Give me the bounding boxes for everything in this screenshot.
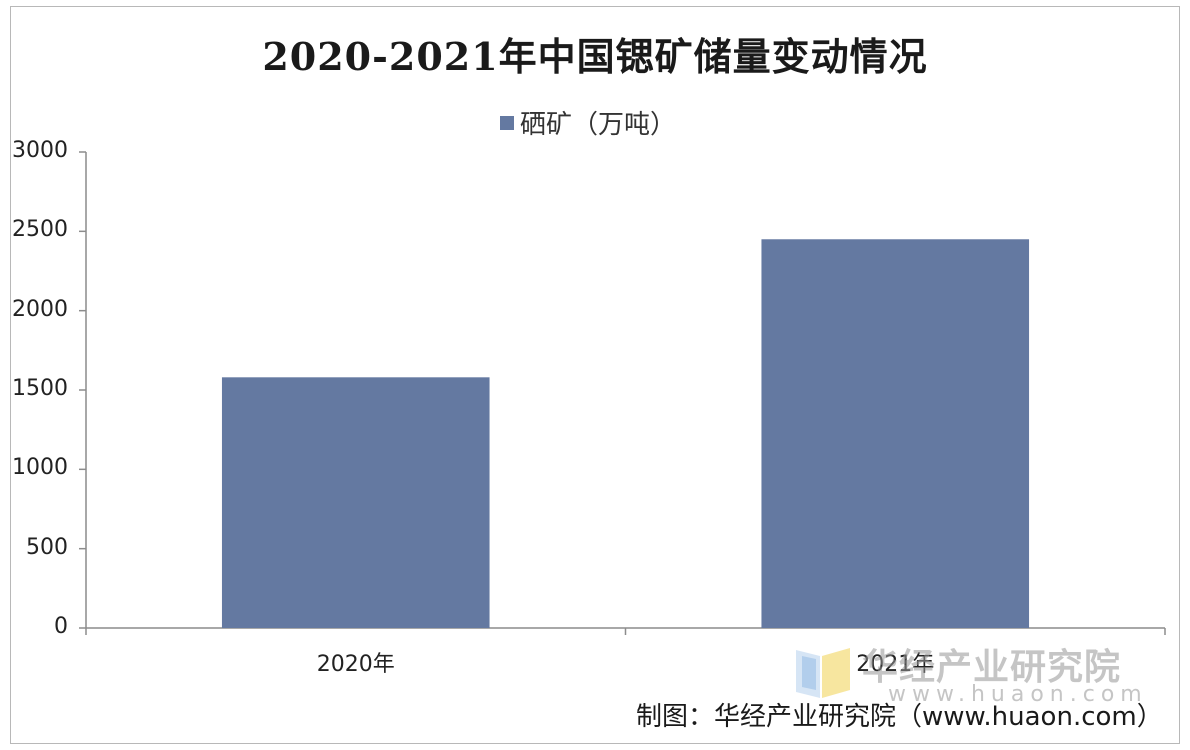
y-tick-label: 0 bbox=[54, 614, 68, 639]
chart-legend: 硒矿（万吨） bbox=[500, 104, 676, 141]
y-tick-label: 1000 bbox=[12, 455, 68, 481]
legend-label: 硒矿（万吨） bbox=[520, 110, 677, 140]
bar-2020年 bbox=[221, 377, 490, 628]
source-note: 制图：华经产业研究院（www.huaon.com） bbox=[636, 702, 1163, 732]
y-tick-label: 2500 bbox=[12, 217, 68, 243]
y-tick-label: 3000 bbox=[12, 138, 68, 163]
x-tick-label: 2021年 bbox=[856, 652, 935, 677]
legend-swatch bbox=[500, 115, 514, 130]
x-tick-label: 2020年 bbox=[316, 652, 395, 677]
y-tick-label: 500 bbox=[26, 534, 68, 560]
watermark: 华经产业研究院 www.huaon.com bbox=[792, 638, 1152, 708]
y-tick-label: 1500 bbox=[12, 376, 68, 401]
chart-title: 2020-2021年中国锶矿储量变动情况 bbox=[262, 34, 928, 79]
watermark-url: www.huaon.com bbox=[888, 682, 1148, 707]
watermark-text: 华经产业研究院 bbox=[862, 647, 1122, 688]
bar-2021年 bbox=[761, 239, 1030, 628]
y-tick-label: 2000 bbox=[12, 296, 68, 322]
watermark-logo-icon bbox=[796, 648, 850, 698]
